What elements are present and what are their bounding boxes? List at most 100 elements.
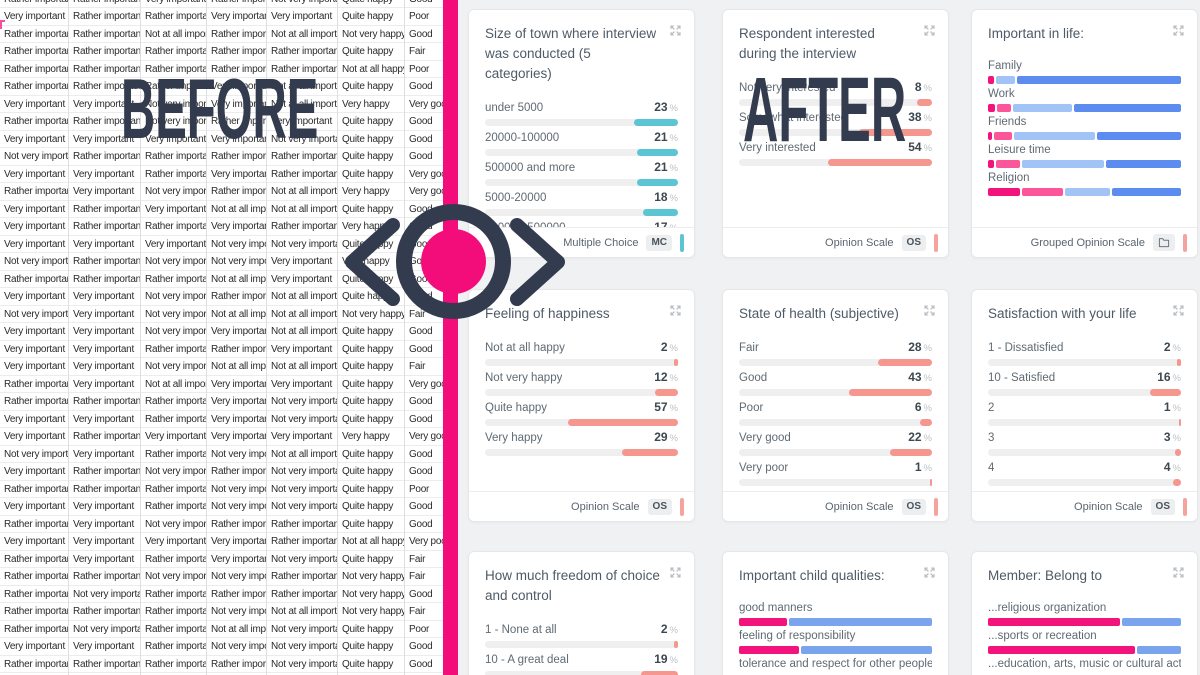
table-cell[interactable]: Quite happy [338, 480, 405, 498]
table-cell[interactable]: Very important [141, 130, 207, 148]
table-cell[interactable]: Rather important [0, 270, 69, 288]
table-cell[interactable]: Quite happy [338, 78, 405, 96]
table-cell[interactable]: Rather important [141, 43, 207, 61]
table-cell[interactable]: Not very important [0, 148, 69, 166]
table-cell[interactable]: Rather important [141, 585, 207, 603]
table-cell[interactable]: Rather important [0, 375, 69, 393]
table-cell[interactable]: Not very important [207, 235, 267, 253]
table-cell[interactable]: Rather important [267, 60, 338, 78]
table-cell[interactable]: Not very important [207, 253, 267, 271]
table-cell[interactable]: Rather important [141, 673, 207, 675]
expand-icon[interactable] [1172, 566, 1185, 584]
table-cell[interactable]: Quite happy [338, 8, 405, 26]
table-cell[interactable]: Very important [0, 638, 69, 656]
table-cell[interactable]: Not at all important [267, 603, 338, 621]
table-cell[interactable]: Very important [141, 533, 207, 551]
table-cell[interactable]: Rather important [207, 148, 267, 166]
table-cell[interactable]: Very happy [338, 183, 405, 201]
table-cell[interactable]: Rather important [141, 620, 207, 638]
table-cell[interactable]: Not at all important [207, 305, 267, 323]
table-cell[interactable]: Very important [0, 533, 69, 551]
table-cell[interactable]: Very important [69, 358, 141, 376]
table-cell[interactable]: Not very important [141, 95, 207, 113]
table-cell[interactable]: Rather important [69, 113, 141, 131]
folder-icon[interactable] [1153, 234, 1175, 251]
table-cell[interactable]: Rather important [207, 585, 267, 603]
table-cell[interactable]: Very happy [338, 95, 405, 113]
table-cell[interactable]: Very important [69, 410, 141, 428]
table-cell[interactable]: Rather important [69, 253, 141, 271]
table-cell[interactable]: Very important [0, 410, 69, 428]
table-cell[interactable]: Very important [69, 305, 141, 323]
table-cell[interactable]: Rather important [207, 113, 267, 131]
table-row[interactable]: Rather important Rather important Rather i… [0, 43, 458, 61]
table-cell[interactable]: Not very important [141, 515, 207, 533]
table-cell[interactable]: Rather important [0, 655, 69, 673]
table-cell[interactable]: Quite happy [338, 515, 405, 533]
table-cell[interactable]: Rather important [0, 620, 69, 638]
table-cell[interactable]: Not very important [207, 638, 267, 656]
table-cell[interactable]: Very important [207, 533, 267, 551]
table-cell[interactable]: Not at all important [141, 25, 207, 43]
table-cell[interactable]: Rather important [141, 60, 207, 78]
table-row[interactable]: Very important Very important Not very imp… [0, 323, 458, 341]
table-cell[interactable]: Quite happy [338, 323, 405, 341]
table-row[interactable]: Very important Rather important Very impor… [0, 428, 458, 446]
table-cell[interactable]: Very important [207, 375, 267, 393]
table-cell[interactable]: Rather important [69, 655, 141, 673]
table-row[interactable]: Rather important Very important Not very i… [0, 515, 458, 533]
table-cell[interactable]: Very important [207, 323, 267, 341]
table-cell[interactable]: Very important [207, 550, 267, 568]
table-cell[interactable]: Very important [0, 463, 69, 481]
table-cell[interactable]: Rather important [0, 393, 69, 411]
table-cell[interactable]: Not very important [267, 235, 338, 253]
table-cell[interactable]: Rather important [267, 585, 338, 603]
table-cell[interactable]: Very important [141, 428, 207, 446]
table-cell[interactable]: Rather important [141, 218, 207, 236]
table-cell[interactable]: Very important [69, 340, 141, 358]
table-cell[interactable]: Quite happy [338, 358, 405, 376]
table-cell[interactable]: Not very important [141, 253, 207, 271]
table-cell[interactable]: Very important [0, 130, 69, 148]
table-row[interactable]: Rather important Very important Not very i… [0, 183, 458, 201]
table-row[interactable]: Very important Very important Rather impor… [0, 638, 458, 656]
table-cell[interactable]: Quite happy [338, 375, 405, 393]
table-cell[interactable]: Very important [69, 638, 141, 656]
expand-icon[interactable] [1172, 24, 1185, 42]
table-cell[interactable]: Not at all important [267, 95, 338, 113]
table-cell[interactable]: Rather important [69, 603, 141, 621]
table-cell[interactable]: Quite happy [338, 130, 405, 148]
table-cell[interactable]: Very important [0, 218, 69, 236]
table-cell[interactable]: Rather important [141, 638, 207, 656]
table-cell[interactable]: Very important [207, 8, 267, 26]
table-cell[interactable]: Quite happy [338, 148, 405, 166]
table-cell[interactable]: Very important [207, 673, 267, 675]
table-cell[interactable]: Very important [141, 0, 207, 8]
table-cell[interactable]: Rather important [267, 673, 338, 675]
table-cell[interactable]: Not very important [141, 305, 207, 323]
table-cell[interactable]: Very important [141, 200, 207, 218]
table-cell[interactable]: Not very important [207, 480, 267, 498]
table-cell[interactable]: Not very important [267, 480, 338, 498]
table-cell[interactable]: Quite happy [338, 200, 405, 218]
table-cell[interactable]: Not very important [207, 603, 267, 621]
expand-icon[interactable] [923, 24, 936, 42]
table-cell[interactable]: Rather important [207, 60, 267, 78]
table-cell[interactable]: Not very happy [338, 305, 405, 323]
table-cell[interactable]: Not at all important [267, 305, 338, 323]
table-row[interactable]: Very important Very important Rather impor… [0, 165, 458, 183]
table-cell[interactable]: Rather important [141, 550, 207, 568]
expand-icon[interactable] [669, 566, 682, 584]
table-cell[interactable]: Not very important [267, 463, 338, 481]
table-cell[interactable]: Not very important [0, 253, 69, 271]
table-cell[interactable]: Very happy [338, 428, 405, 446]
table-cell[interactable]: Very important [207, 165, 267, 183]
table-cell[interactable]: Very important [0, 165, 69, 183]
table-cell[interactable]: Not very important [141, 113, 207, 131]
table-row[interactable]: Rather important Rather important Rather i… [0, 480, 458, 498]
table-row[interactable]: Rather important Rather important Not very… [0, 113, 458, 131]
